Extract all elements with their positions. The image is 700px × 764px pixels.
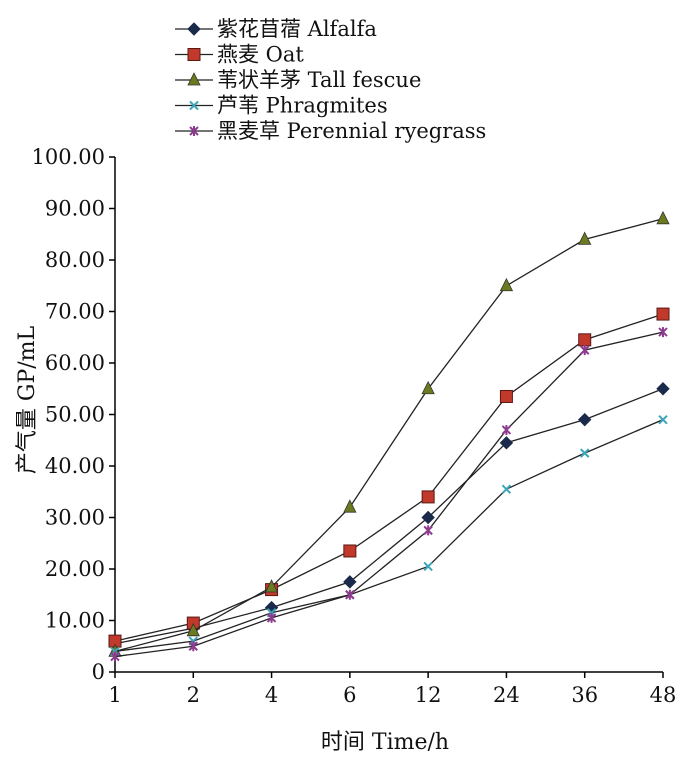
data-point [578,412,592,427]
legend-item: 黑麦草 Perennial ryegrass [175,119,486,143]
x-tick-label: 4 [265,683,278,707]
data-point [501,424,512,435]
data-point [264,579,279,593]
y-axis-label: 产气量 GP/mL [15,325,40,474]
series-line [114,313,664,642]
legend-label: 紫花苜蓿 Alfalfa [217,17,377,41]
data-point [188,641,198,652]
x-tick-label: 2 [187,683,200,707]
legend-marker [187,22,201,36]
legend-item: 紫花苜蓿 Alfalfa [175,17,377,41]
y-tick-label: 20.00 [45,557,105,581]
data-point [658,414,668,425]
series-line [114,218,664,653]
x-tick-label: 36 [571,683,598,707]
data-point [580,448,590,458]
y-tick-label: 30.00 [45,506,105,530]
data-point [266,612,277,623]
legend-item: 燕麦 Oat [175,43,304,67]
x-axis: 1 2 4 6 12 24 36 48 [108,671,677,707]
legend-item: 苇状羊茅 Tall fescue [175,68,421,92]
data-point [658,327,668,338]
data-point [343,499,357,513]
legend-label: 燕麦 Oat [217,43,304,67]
legend-marker [187,48,201,61]
legend-item: 芦苇 Phragmites [175,94,388,118]
y-tick-label: 50.00 [45,403,105,427]
y-tick-label: 80.00 [45,248,105,272]
y-tick-label: 0 [92,660,105,684]
data-point [656,210,670,225]
data-point [345,589,355,600]
y-tick-label: 10.00 [45,609,105,633]
series-line [114,331,664,658]
y-tick-label: 70.00 [45,300,105,324]
y-tick-label: 100.00 [32,145,105,169]
data-point [421,510,435,525]
x-tick-label: 12 [415,683,442,707]
data-point [110,651,120,662]
data-point [578,333,592,347]
data-point [423,525,433,536]
y-tick-label: 60.00 [45,351,105,375]
series-line [114,388,664,645]
legend-label: 黑麦草 Perennial ryegrass [217,119,486,143]
x-axis-label: 时间 Time/h [321,730,449,755]
plot-area [108,210,670,662]
data-point [186,622,200,637]
x-tick-label: 1 [108,683,121,707]
series-1 [108,307,670,648]
data-point [343,544,357,558]
series-4 [110,327,668,662]
data-point [578,231,592,245]
data-point [499,389,513,403]
data-point [421,380,435,395]
series-2 [108,210,670,657]
data-point [423,561,433,572]
legend-label: 芦苇 Phragmites [217,94,388,118]
series-0 [108,382,670,651]
data-point [580,345,590,356]
data-point [499,436,514,450]
data-point [343,575,357,589]
y-tick-label: 40.00 [45,454,105,478]
legend-marker [189,126,199,136]
y-axis: 0 10.00 20.00 30.00 40.00 50.00 60.00 70.00 80.0… [32,145,116,684]
data-point [501,484,512,494]
x-tick-label: 48 [650,683,677,707]
legend-marker [187,72,201,86]
x-tick-label: 6 [343,683,356,707]
data-point [421,490,435,504]
legend-marker [189,100,199,111]
data-point [656,307,670,321]
x-tick-label: 24 [493,683,520,707]
y-tick-label: 90.00 [45,197,105,221]
series-line [114,419,664,653]
data-point [499,277,514,292]
data-point [656,382,670,396]
legend-label: 苇状羊茅 Tall fescue [217,68,421,92]
